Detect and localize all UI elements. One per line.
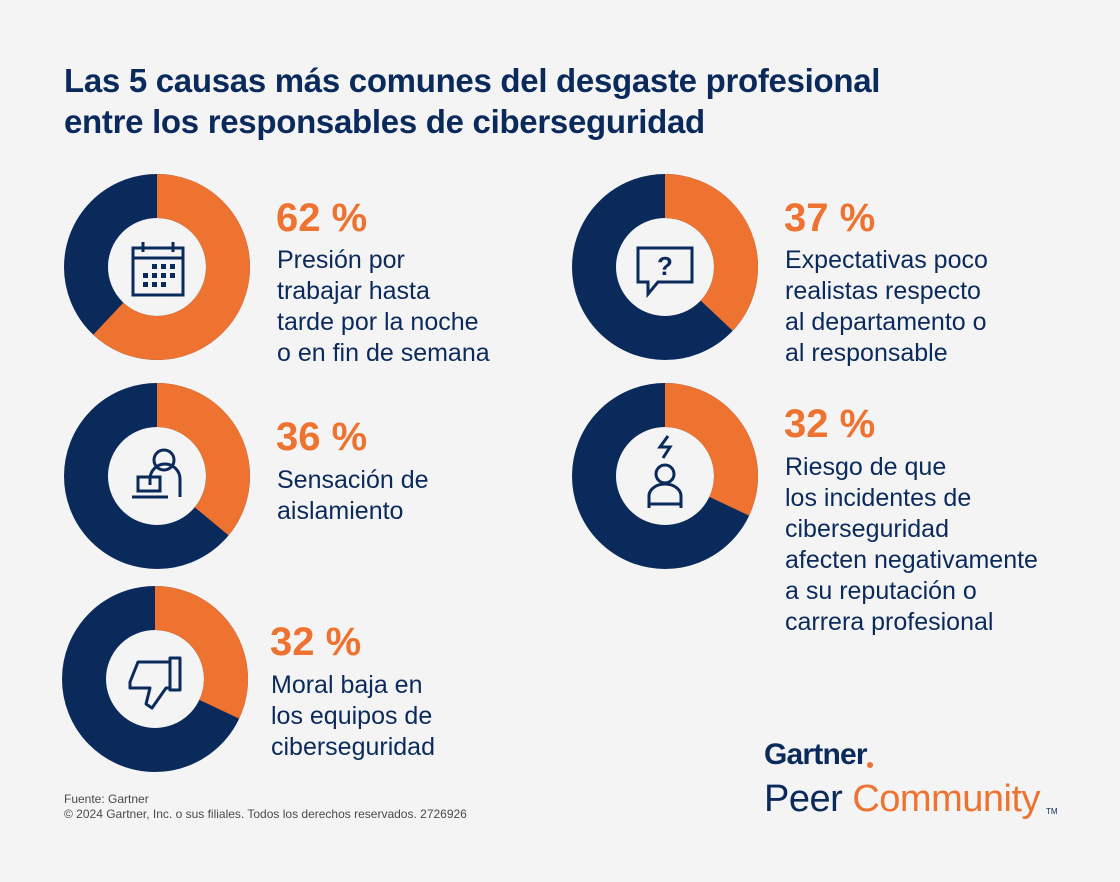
donut-chart-reputation-risk xyxy=(572,383,758,569)
stat-description: Expectativas poco realistas respecto al … xyxy=(785,245,988,369)
stat-description-line: ciberseguridad xyxy=(271,733,435,761)
brand-subtitle: Peer Community xyxy=(764,778,1040,821)
donut-chart-low-morale xyxy=(62,586,248,772)
donut-chart-isolation xyxy=(64,383,250,569)
stat-description-line: tarde por la noche xyxy=(277,308,479,336)
page-title: Las 5 causas más comunes del desgaste pr… xyxy=(64,60,1024,142)
donut-arc-low-morale xyxy=(62,586,248,772)
percentage-value: 32 % xyxy=(784,402,876,446)
title-line-2: entre los responsables de ciberseguridad xyxy=(64,103,705,140)
brand-subtitle-community: Community xyxy=(852,778,1040,820)
stat-description: Sensación de aislamiento xyxy=(277,465,429,527)
stat-description-line: realistas respecto xyxy=(785,277,981,305)
stat-description: Moral baja en los equipos de ciberseguri… xyxy=(271,670,435,763)
donut-arc-unrealistic-expectations xyxy=(572,174,758,360)
copyright-text: © 2024 Gartner, Inc. o sus filiales. Tod… xyxy=(64,807,467,821)
stat-description-line: a su reputación o xyxy=(785,577,977,605)
stat-description-line: al departamento o xyxy=(785,308,987,336)
brand-name: Gartner xyxy=(764,738,868,771)
stat-description-line: carrera profesional xyxy=(785,608,994,636)
footer: Fuente: Gartner © 2024 Gartner, Inc. o s… xyxy=(64,792,467,822)
person-under-lightning-icon xyxy=(640,434,690,517)
stat-description-line: Moral baja en xyxy=(271,671,423,699)
trademark-mark: TM xyxy=(1046,807,1058,816)
source-text: Fuente: Gartner xyxy=(64,792,149,806)
brand-subtitle-peer: Peer xyxy=(764,778,843,820)
donut-chart-late-work xyxy=(64,174,250,360)
stat-description-line: al responsable xyxy=(785,339,948,367)
stat-description-line: los incidentes de xyxy=(785,484,972,512)
stat-description-line: afecten negativamente xyxy=(785,546,1038,574)
stat-description-line: los equipos de xyxy=(271,702,433,730)
donut-arc-reputation-risk xyxy=(572,383,758,569)
stat-description-line: trabajar hasta xyxy=(277,277,430,305)
calendar-icon xyxy=(131,240,185,303)
stat-description-line: aislamiento xyxy=(277,497,404,525)
percentage-value: 32 % xyxy=(270,620,362,664)
stat-description: Presión por trabajar hasta tarde por la … xyxy=(277,245,490,369)
donut-arc-late-work xyxy=(64,174,250,360)
stat-description: Riesgo de que los incidentes de ciberseg… xyxy=(785,452,1038,638)
donut-chart-unrealistic-expectations xyxy=(572,174,758,360)
question-bubble-icon: ? xyxy=(636,244,694,305)
percentage-value: 36 % xyxy=(276,415,368,459)
person-at-laptop-icon xyxy=(128,445,186,506)
stat-description-line: Expectativas poco xyxy=(785,246,988,274)
percentage-value: 37 % xyxy=(784,196,876,240)
thumbs-down-icon xyxy=(126,654,184,717)
title-line-1: Las 5 causas más comunes del desgaste pr… xyxy=(64,62,881,99)
brand-dot-icon xyxy=(867,762,873,768)
svg-text:?: ? xyxy=(657,251,673,281)
stat-description-line: Riesgo de que xyxy=(785,453,947,481)
stat-description-line: ciberseguridad xyxy=(785,515,949,543)
stat-description-line: Sensación de xyxy=(277,466,429,494)
stat-description-line: Presión por xyxy=(277,246,405,274)
stat-description-line: o en fin de semana xyxy=(277,339,490,367)
percentage-value: 62 % xyxy=(276,196,368,240)
donut-arc-isolation xyxy=(64,383,250,569)
